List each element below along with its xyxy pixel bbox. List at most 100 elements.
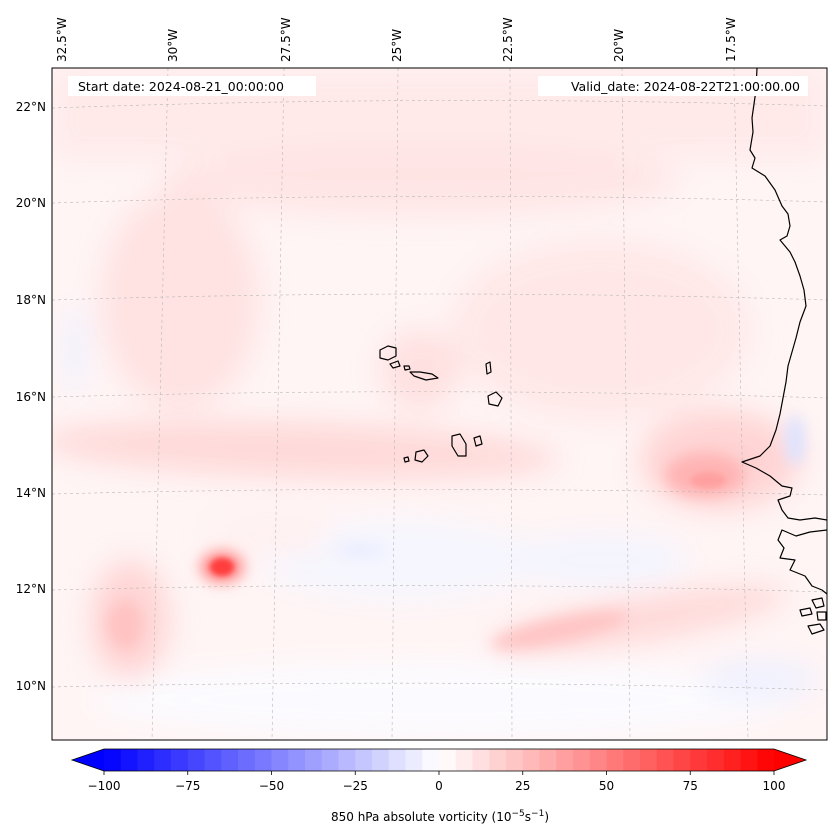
colorbar-ticks: −100 −75 −50 −25 0 25 50 75 100 [88,771,785,793]
island-fogo [414,449,429,463]
meridian-25W [391,68,399,740]
colorbar: −100 −75 −50 −25 0 25 50 75 100 850 hPa absolute… [70,748,808,824]
parallel-12N [52,585,827,593]
colorbar-segment [690,749,708,771]
longitude-labels: 32.5°W 30°W 27.5°W 25°W 22.5°W 20°W 17.5… [55,17,738,62]
colorbar-segment [506,749,524,771]
island-sao-nicolau [409,371,439,381]
colorbar-segment [522,749,540,771]
colorbar-segment [707,749,725,771]
meridian-30W [151,68,169,740]
parallel-20N [52,195,827,204]
colorbar-segment [372,749,390,771]
parallel-16N [52,391,827,399]
valid-date-label: Valid_date: 2024-08-22T21:00:00.00 [571,79,800,94]
meridian-22.5W [509,68,513,740]
colorbar-segment [539,749,557,771]
gridlines [52,68,827,740]
map-panel: Start date: 2024-08-21_00:00:00 Valid_da… [52,68,827,740]
colorbar-segment [254,749,272,771]
colorbar-segment [422,749,440,771]
meridian-17.5W [733,68,749,740]
colorbar-segment [120,749,138,771]
colorbar-tick-label: 50 [599,779,614,793]
island-santa-luzia [403,365,411,371]
lat-label-10N: 10°N [16,679,46,693]
colorbar-tick-label: −50 [259,779,284,793]
colorbar-segment [355,749,373,771]
lon-label-27.5W: 27.5°W [279,17,293,62]
colorbar-tick-label: −25 [343,779,368,793]
lon-label-17.5W: 17.5°W [724,17,738,62]
meridian-32.5W [52,68,53,119]
lon-label-30W: 30°W [166,29,180,62]
parallel-22N [52,100,827,109]
island-maio [473,435,483,447]
lon-label-32.5W: 32.5°W [55,17,69,62]
lat-label-20N: 20°N [16,196,46,210]
island-santiago [451,433,467,457]
colorbar-segment [640,749,658,771]
parallel-10N [52,682,827,691]
africa-coastline [741,68,827,521]
colorbar-segment [238,749,256,771]
colorbar-segment [137,749,155,771]
colorbar-segment [338,749,356,771]
colorbar-segment [405,749,423,771]
colorbar-tick-label: 0 [435,779,443,793]
map-frame [51,67,828,741]
colorbar-segment [489,749,507,771]
colorbar-segment [472,749,490,771]
valid-date-box [538,76,808,96]
island-sao-vicente [389,360,401,369]
colorbar-segment [321,749,339,771]
colorbar-segment [271,749,289,771]
colorbar-segment [623,749,641,771]
colorbar-low-extension [72,749,104,771]
colorbar-segment [305,749,323,771]
start-date-label: Start date: 2024-08-21_00:00:00 [78,79,284,94]
island-brava [403,456,410,463]
colorbar-segment [656,749,674,771]
lat-label-14N: 14°N [16,486,46,500]
bijagos-islands [799,597,827,635]
lat-label-18N: 18°N [16,293,46,307]
guinea-bissau-coast [777,529,827,595]
island-santo-antao [379,345,397,361]
lon-label-22.5W: 22.5°W [501,17,515,62]
colorbar-segment [154,749,172,771]
island-sal [485,361,492,375]
colorbar-tick-label: 25 [515,779,530,793]
colorbar-tick-label: −100 [88,779,121,793]
colorbar-segment [204,749,222,771]
colorbar-title: 850 hPa absolute vorticity (10−5s−1) [331,809,549,824]
parallel-18N [52,293,827,301]
parallel-14N [52,488,827,496]
colorbar-high-extension [774,749,806,771]
colorbar-segment [439,749,457,771]
lon-label-25W: 25°W [390,29,404,62]
latitude-labels: 22°N 20°N 18°N 16°N 14°N 12°N 10°N [16,100,46,693]
colorbar-segment [757,749,775,771]
colorbar-segment [606,749,624,771]
colorbar-segment [589,749,607,771]
colorbar-segment [740,749,758,771]
colorbar-segment [673,749,691,771]
colorbar-tick-label: 75 [683,779,698,793]
lon-label-20W: 20°W [612,29,626,62]
colorbar-segment [388,749,406,771]
island-boa-vista [487,391,503,407]
colorbar-segment [556,749,574,771]
meridian-27.5W [271,68,285,740]
colorbar-segment [171,749,189,771]
lat-label-16N: 16°N [16,390,46,404]
colorbar-segment [104,749,122,771]
colorbar-segment [455,749,473,771]
colorbar-segments [104,749,775,771]
start-date-box [68,76,316,96]
colorbar-segment [723,749,741,771]
colorbar-segment [221,749,239,771]
colorbar-segment [187,749,205,771]
lat-label-22N: 22°N [16,100,46,114]
